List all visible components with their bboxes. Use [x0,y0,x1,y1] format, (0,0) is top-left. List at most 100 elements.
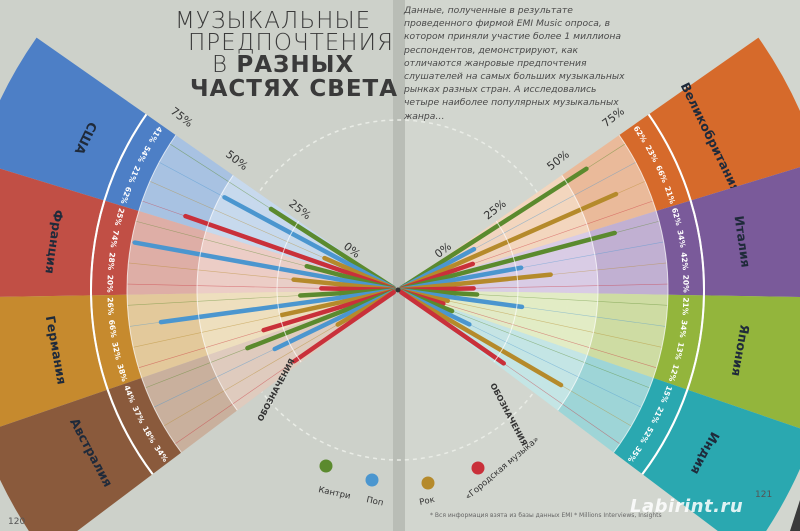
country-band-right-1 [691,167,800,298]
legend-dot-3 [471,461,485,475]
bar-guide-right-3-1 [469,324,642,408]
sector-outer-left-2 [127,293,208,378]
intro-paragraph: Данные, полученные в результате проведен… [404,5,625,122]
value-label-left-2-1: 66% [107,319,118,338]
bar-guide-right-1-0 [614,220,660,234]
value-label-left-1-3: 20% [105,275,114,294]
country-name-right-1: Италия [732,215,754,269]
bar-guide-left-2-2 [133,314,282,348]
value-label-right-2-2: 13% [673,341,686,361]
bar-guide-left-0-0 [169,143,272,210]
bar-guide-right-2-1 [521,306,666,327]
value-label-left-2-0: 26% [105,297,115,316]
bar-guide-left-1-2 [128,262,294,280]
country-band-right-3 [643,389,800,531]
bar-guide-right-1-1 [521,241,664,269]
sector-band-right-2 [511,292,598,356]
sector-outer-right-2 [587,293,668,378]
sector-outer-left-1 [126,211,206,295]
bar-guide-right-3-2 [560,384,632,427]
band-divider-right-2 [686,295,705,390]
bar-left-2-1 [158,288,396,325]
bar-guide-left-2-0 [127,295,301,306]
bar-left-0-3 [183,213,396,291]
bar-guide-right-1-3 [473,283,668,289]
bar-left-3-3 [291,290,396,364]
title-line-3-b: РАЗНЫХ [236,52,355,78]
value-label-right-2-1: 34% [678,319,689,338]
country-band-left-0 [0,37,146,201]
watermark-logo: Labirint.ru [630,496,744,517]
scale-arc-right-1 [493,220,519,363]
value-band-right-3 [613,377,687,474]
bar-guide-right-0-2 [615,180,646,195]
bar-guide-left-3-0 [145,347,248,389]
value-label-left-2-2: 32% [110,341,123,361]
legend-dot-2 [421,476,435,490]
scale-arc-right-3 [613,134,669,453]
page-number-right: 121 [755,490,773,500]
sector-band-right-3 [493,329,588,411]
value-band-left-0 [105,115,176,212]
bar-guide-left-0-3 [141,200,186,217]
bar-guide-left-2-3 [138,329,264,369]
band-divider-left-2 [90,295,109,390]
title-line-2: ПРЕДПОЧТЕНИЯ [188,30,394,56]
bar-left-1-1 [132,240,396,292]
scale-arc-right-2 [557,174,599,411]
band-divider-left-0 [103,113,148,201]
bar-guide-right-2-0 [477,294,668,306]
bar-right-3-3 [399,290,506,366]
bar-right-0-2 [399,191,619,291]
title-line-3-a: В [212,52,237,78]
value-band-left-3 [108,377,182,474]
country-band-right-2 [688,295,800,429]
band-divider-right-1 [689,200,705,296]
bar-guide-right-2-2 [447,300,662,348]
bar-guide-right-2-3 [443,303,657,369]
value-label-right-1-3: 20% [681,275,690,294]
value-label-left-1-2: 28% [106,252,117,271]
bar-right-3-2 [399,289,564,388]
title-line-4: ЧАСТЯХ СВЕТА [190,76,399,102]
sector-outer-left-3 [141,355,238,453]
bar-guide-left-0-2 [149,180,325,259]
country-band-left-3 [0,389,152,531]
bar-guide-left-3-2 [163,324,338,427]
value-band-left-1 [92,200,139,296]
sector-outer-right-3 [557,355,654,453]
center-point [395,287,401,293]
bar-guide-right-1-2 [550,262,667,275]
country-band-left-1 [0,168,104,297]
bar-left-3-0 [245,289,396,351]
value-label-right-1-1: 34% [675,229,687,249]
band-divider-left-3 [106,389,154,475]
scale-arc-left-1 [276,220,302,363]
country-band-left-2 [0,295,107,427]
bar-guide-left-3-3 [174,361,295,445]
value-label-right-2-0: 21% [681,297,691,316]
sector-outer-right-1 [589,211,668,295]
footnote: * Вся информация взята из базы данных EM… [430,512,662,519]
value-band-right-1 [656,200,703,296]
scale-arc-left-3 [126,134,182,453]
bar-guide-left-1-1 [131,241,135,243]
bar-right-0-0 [399,166,589,291]
value-band-left-2 [92,294,142,390]
title-line-3: В РАЗНЫХ [212,52,354,78]
band-divider-left-1 [90,200,106,296]
country-band-right-0 [649,37,800,201]
bar-guide-left-1-3 [127,283,322,289]
band-divider-right-0 [647,113,692,201]
bar-guide-right-0-3 [472,200,654,265]
legend-dot-1 [365,473,379,487]
scale-arc-left-2 [196,174,238,411]
bar-guide-right-0-0 [586,143,626,170]
bar-guide-left-2-1 [129,321,162,327]
sector-band-left-0 [205,175,299,255]
value-label-right-1-2: 42% [679,252,690,271]
legend-dot-0 [319,459,333,473]
value-label-left-1-1: 74% [108,229,120,249]
